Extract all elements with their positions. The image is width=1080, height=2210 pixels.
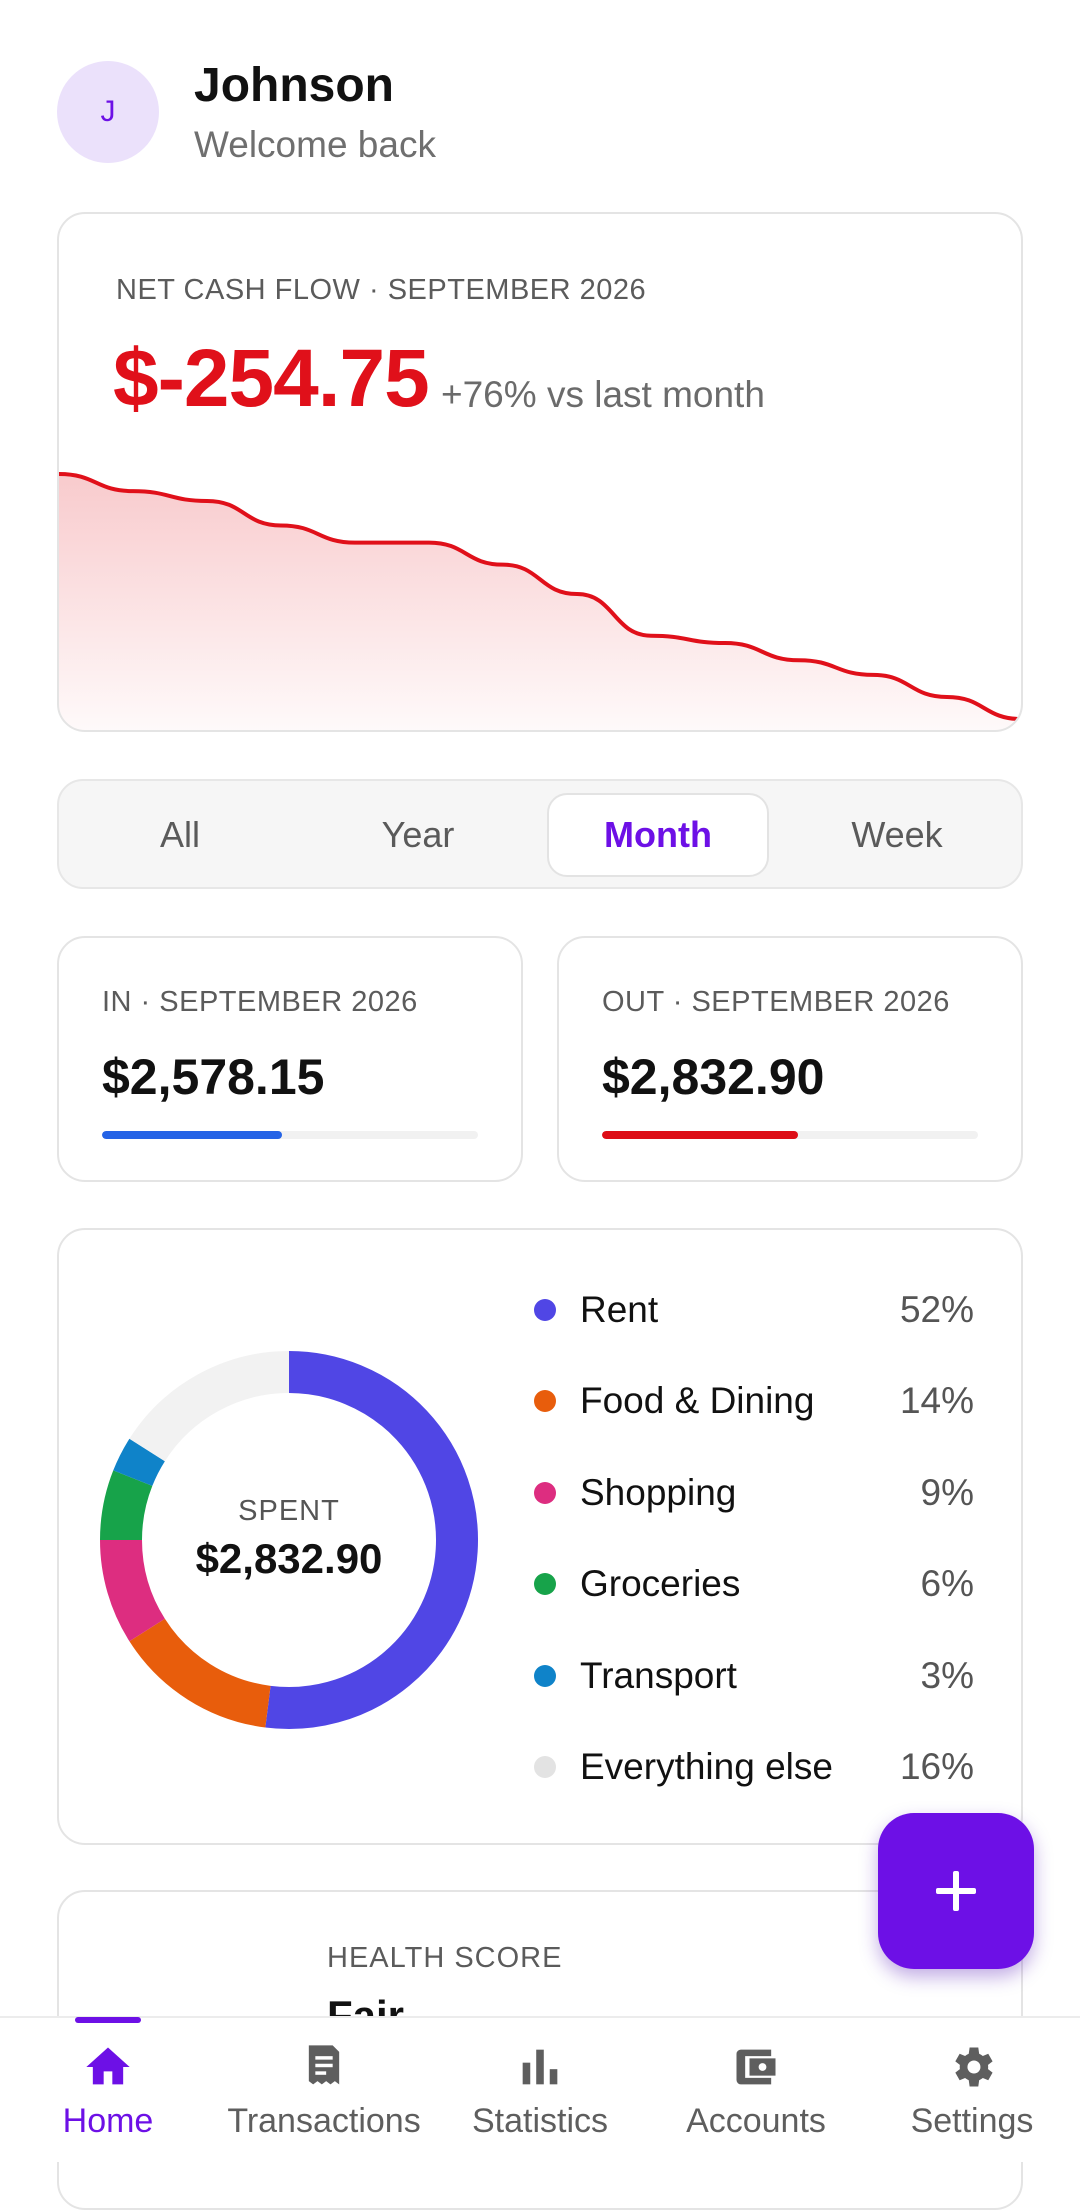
nav-accounts[interactable]: Accounts <box>648 2018 864 2162</box>
legend-percent: 3% <box>920 1655 974 1696</box>
expense-progress-fill <box>602 1131 798 1139</box>
legend-percent: 14% <box>899 1380 974 1421</box>
legend-item-rent[interactable]: Rent 52% <box>534 1280 974 1340</box>
income-value: $2,578.15 <box>102 1049 325 1105</box>
legend-item-transport[interactable]: Transport 3% <box>534 1646 974 1706</box>
legend-item-food-dining[interactable]: Food & Dining 14% <box>534 1371 974 1431</box>
nav-label: Statistics <box>471 2102 609 2140</box>
donut-slice-everything-else <box>129 1351 290 1462</box>
income-card[interactable]: IN · SEPTEMBER 2026 $2,578.15 <box>57 936 523 1182</box>
legend-name: Everything else <box>580 1746 833 1787</box>
receipt-icon <box>298 2040 350 2094</box>
donut-slice-transport <box>113 1438 166 1487</box>
cash-flow-value: $-254.75 <box>113 333 430 424</box>
cash-flow-trend-chart <box>59 472 1021 730</box>
avatar[interactable]: J <box>57 61 159 163</box>
cash-flow-label: NET CASH FLOW · SEPTEMBER 2026 <box>116 274 647 306</box>
tab-month[interactable]: Month <box>547 793 769 877</box>
income-progress-track <box>102 1131 478 1139</box>
legend-name: Groceries <box>580 1563 741 1604</box>
income-label: IN · SEPTEMBER 2026 <box>102 986 418 1018</box>
cash-flow-delta: +76% vs last month <box>441 374 765 415</box>
spending-donut-chart <box>100 1351 478 1729</box>
income-progress-fill <box>102 1131 283 1139</box>
donut-center-value: $2,832.90 <box>195 1535 383 1582</box>
expense-card[interactable]: OUT · SEPTEMBER 2026 $2,832.90 <box>557 936 1023 1182</box>
nav-label: Transactions <box>227 2102 421 2140</box>
bar-chart-icon <box>514 2040 566 2094</box>
net-cash-flow-card[interactable]: NET CASH FLOW · SEPTEMBER 2026 $-254.75 … <box>57 212 1023 732</box>
nav-label: Settings <box>910 2102 1034 2140</box>
trend-line <box>59 472 1021 721</box>
period-selector: All Year Month Week <box>57 779 1023 889</box>
donut-slice-shopping <box>100 1539 166 1642</box>
add-transaction-button[interactable] <box>878 1813 1034 1969</box>
donut-slice-groceries <box>100 1470 153 1541</box>
trend-area <box>59 474 1021 730</box>
legend-dot <box>534 1482 556 1504</box>
nav-home[interactable]: Home <box>0 2017 216 2162</box>
tab-week[interactable]: Week <box>851 814 943 855</box>
bottom-navigation: Home Transactions Statistics Accounts <box>0 2016 1080 2162</box>
expense-label: OUT · SEPTEMBER 2026 <box>602 986 950 1018</box>
legend-dot <box>534 1299 556 1321</box>
user-name: Johnson <box>194 59 394 112</box>
health-score-label: HEALTH SCORE <box>327 1942 563 1974</box>
wallet-icon <box>730 2040 782 2094</box>
legend-dot <box>534 1756 556 1778</box>
legend-percent: 16% <box>899 1746 974 1787</box>
avatar-initial: J <box>100 95 116 128</box>
tab-all[interactable]: All <box>159 814 200 855</box>
legend-name: Shopping <box>580 1472 737 1513</box>
home-icon <box>82 2040 134 2094</box>
donut-slice-food-dining <box>129 1618 272 1728</box>
welcome-text: Welcome back <box>194 124 436 165</box>
nav-statistics[interactable]: Statistics <box>432 2018 648 2162</box>
plus-icon <box>936 1871 976 1911</box>
donut-center-label: SPENT <box>238 1495 340 1527</box>
legend-item-everything-else[interactable]: Everything else 16% <box>534 1737 974 1797</box>
legend-percent: 52% <box>899 1289 974 1330</box>
expense-progress-track <box>602 1131 978 1139</box>
nav-label: Accounts <box>686 2102 826 2140</box>
nav-label: Home <box>62 2102 154 2140</box>
gear-icon <box>946 2040 998 2094</box>
donut-slice-rent <box>265 1351 478 1729</box>
legend-dot <box>534 1665 556 1687</box>
legend-item-groceries[interactable]: Groceries 6% <box>534 1554 974 1614</box>
nav-transactions[interactable]: Transactions <box>216 2018 432 2162</box>
legend-name: Rent <box>580 1289 659 1330</box>
legend-item-shopping[interactable]: Shopping 9% <box>534 1463 974 1523</box>
legend-dot <box>534 1390 556 1412</box>
legend-percent: 9% <box>920 1472 974 1513</box>
tab-year[interactable]: Year <box>381 814 455 855</box>
active-indicator <box>75 2017 141 2023</box>
legend-percent: 6% <box>920 1563 974 1604</box>
nav-settings[interactable]: Settings <box>864 2018 1080 2162</box>
spending-breakdown-card[interactable]: SPENT $2,832.90 Rent 52% Food & Dining 1… <box>57 1228 1023 1845</box>
legend-name: Food & Dining <box>580 1380 815 1421</box>
legend-name: Transport <box>580 1655 737 1696</box>
expense-value: $2,832.90 <box>602 1049 825 1105</box>
legend-dot <box>534 1573 556 1595</box>
